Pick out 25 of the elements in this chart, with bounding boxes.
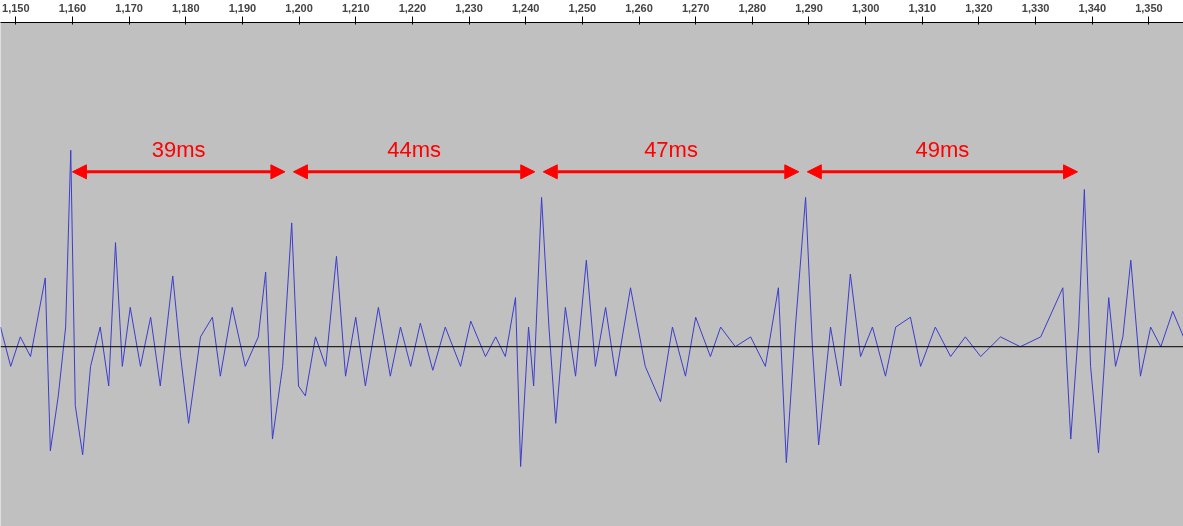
x-tick-label: 1,310 bbox=[908, 1, 937, 14]
annotation: 44ms bbox=[387, 136, 441, 162]
x-tick-label: 1,240 bbox=[511, 1, 540, 14]
x-tick-label: 1,190 bbox=[228, 1, 257, 14]
x-tick-label: 1,320 bbox=[965, 1, 993, 14]
x-tick-label: 1,280 bbox=[738, 1, 767, 14]
x-tick-label: 1,300 bbox=[851, 1, 880, 14]
x-tick-label: 1,330 bbox=[1021, 1, 1050, 14]
x-tick-label: 1,290 bbox=[795, 1, 823, 14]
x-tick-label: 1,230 bbox=[455, 1, 483, 14]
x-tick-label: 1,270 bbox=[681, 1, 710, 14]
x-tick-label: 1,220 bbox=[398, 1, 427, 14]
x-tick-label: 1,180 bbox=[172, 1, 200, 14]
x-tick-label: 1,350 bbox=[1135, 1, 1163, 14]
x-tick-label: 1,150 bbox=[2, 1, 30, 14]
x-tick-label: 1,160 bbox=[58, 1, 87, 14]
x-tick-label: 1,210 bbox=[341, 1, 370, 14]
annotation: 49ms bbox=[915, 136, 970, 162]
x-tick-label: 1,340 bbox=[1078, 1, 1107, 14]
x-tick-label: 1,170 bbox=[115, 1, 143, 14]
annotation: 39ms bbox=[151, 136, 206, 162]
x-tick-label: 1,250 bbox=[568, 1, 597, 14]
annotation: 47ms bbox=[644, 136, 698, 162]
x-tick-label: 1,260 bbox=[625, 1, 653, 14]
x-tick-label: 1,200 bbox=[285, 1, 313, 14]
